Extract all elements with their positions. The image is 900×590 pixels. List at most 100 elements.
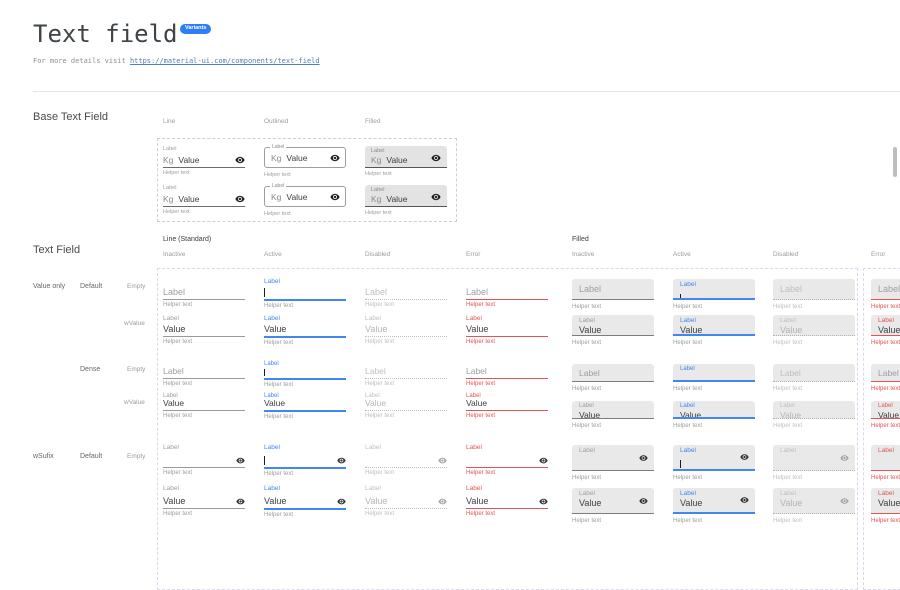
field-input[interactable] <box>264 453 346 467</box>
line-field-inactive[interactable]: Label Helper text <box>163 443 245 476</box>
field-input[interactable]: Value <box>163 324 186 334</box>
filled-field-inactive[interactable]: Label Value <box>572 488 654 514</box>
visibility-icon[interactable] <box>235 155 245 165</box>
line-field-disabled[interactable]: Label Helper text <box>365 276 447 308</box>
filled-field-error[interactable]: Label Value <box>871 401 900 419</box>
field-input[interactable]: Value <box>466 324 489 334</box>
line-field-disabled[interactable]: Label Value Helper text <box>365 484 447 517</box>
visibility-icon[interactable] <box>330 192 340 202</box>
filled-field-inactive[interactable]: Label <box>572 279 654 300</box>
visibility-icon[interactable] <box>337 456 346 465</box>
field-input[interactable]: Value <box>365 398 387 408</box>
field-input[interactable]: Label Kg Value <box>264 144 346 168</box>
field-input[interactable] <box>466 453 548 467</box>
line-field-inactive[interactable]: Label Helper text <box>163 276 245 308</box>
filled-field-disabled[interactable]: Label <box>773 364 855 382</box>
filled-field-disabled[interactable]: Label Value <box>773 401 855 419</box>
line-field-active[interactable]: Label Helper text <box>264 276 346 309</box>
filled-field-disabled[interactable]: Label Value <box>773 315 855 336</box>
visibility-icon[interactable] <box>639 453 648 462</box>
field-input[interactable] <box>163 453 245 467</box>
visibility-icon[interactable] <box>330 153 340 163</box>
line-field-error[interactable]: Label Helper text <box>466 443 548 476</box>
visibility-icon[interactable] <box>438 497 447 506</box>
line-field-disabled[interactable]: Label Value Helper text <box>365 392 447 419</box>
field-input[interactable]: Label <box>466 366 487 376</box>
field-input[interactable]: Value <box>466 494 548 508</box>
field-input[interactable] <box>264 287 346 299</box>
line-field-inactive[interactable]: Label Value Helper text <box>163 313 245 345</box>
field-input[interactable]: Value <box>163 398 185 408</box>
base-text-field-filled[interactable]: Label Kg Value Helper text <box>365 145 447 177</box>
filled-field-active[interactable]: Label <box>673 445 755 471</box>
field-input[interactable]: Value <box>264 494 346 508</box>
visibility-icon[interactable] <box>337 497 346 506</box>
field-input[interactable]: Label <box>163 287 186 297</box>
field-input[interactable]: Label <box>466 287 489 297</box>
filled-field-disabled[interactable]: Label <box>773 279 855 300</box>
filled-field-inactive[interactable]: Label Value <box>572 315 654 336</box>
filled-field-disabled[interactable]: Label <box>773 445 855 471</box>
field-input[interactable]: Value <box>365 494 447 508</box>
field-input[interactable]: Value <box>163 494 245 508</box>
line-field-active[interactable]: Label Helper text <box>264 360 346 388</box>
field-input[interactable] <box>365 453 447 467</box>
visibility-icon[interactable] <box>236 497 245 506</box>
line-field-inactive[interactable]: Label Value Helper text <box>163 484 245 517</box>
field-input[interactable]: Label <box>365 287 388 297</box>
field-input[interactable] <box>264 369 346 378</box>
visibility-icon[interactable] <box>235 194 245 204</box>
scrollbar-thumb[interactable] <box>893 147 897 177</box>
filled-field-error[interactable]: Label Value <box>871 315 900 336</box>
field-input[interactable]: Label <box>365 366 386 376</box>
line-field-disabled[interactable]: Label Value Helper text <box>365 313 447 345</box>
line-field-active[interactable]: Label Helper text <box>264 443 346 477</box>
line-field-active[interactable]: Label Value Helper text <box>264 313 346 346</box>
line-field-active[interactable]: Label Value Helper text <box>264 392 346 420</box>
base-text-field-line[interactable]: Label Kg Value Helper text <box>163 184 245 215</box>
field-input[interactable]: Label Kg Value <box>365 185 447 207</box>
visibility-icon[interactable] <box>740 496 749 505</box>
line-field-error[interactable]: Label Helper text <box>466 276 548 308</box>
field-input[interactable]: Label Kg Value <box>264 183 346 207</box>
visibility-icon[interactable] <box>840 453 849 462</box>
field-input[interactable]: Value <box>264 398 286 408</box>
base-text-field-outlined[interactable]: Label Kg Value Helper text <box>264 144 346 178</box>
filled-field-active[interactable]: Label Value <box>673 488 755 514</box>
line-field-error[interactable]: Label Value Helper text <box>466 392 548 419</box>
base-text-field-outlined[interactable]: Label Kg Value Helper text <box>264 183 346 217</box>
visibility-icon[interactable] <box>431 192 441 202</box>
field-input[interactable]: Label <box>163 366 184 376</box>
line-field-error[interactable]: Label Helper text <box>466 360 548 387</box>
filled-field-active[interactable]: Label <box>673 279 755 300</box>
line-field-inactive[interactable]: Label Value Helper text <box>163 392 245 419</box>
line-field-active[interactable]: Label Value Helper text <box>264 484 346 518</box>
field-input[interactable]: Label Kg Value <box>365 146 447 168</box>
field-input[interactable]: Kg Value <box>163 192 245 206</box>
visibility-icon[interactable] <box>438 456 447 465</box>
subtitle-link[interactable]: https://material-ui.com/components/text-… <box>129 57 320 65</box>
line-field-error[interactable]: Label Value Helper text <box>466 484 548 517</box>
visibility-icon[interactable] <box>740 453 749 462</box>
filled-field-active[interactable]: Label Value <box>673 401 755 419</box>
filled-field-disabled[interactable]: Label Value <box>773 488 855 514</box>
visibility-icon[interactable] <box>539 497 548 506</box>
filled-field-error[interactable]: Label <box>871 445 900 471</box>
field-input[interactable]: Value <box>264 324 287 334</box>
field-input[interactable]: Value <box>365 324 388 334</box>
base-text-field-filled[interactable]: Label Kg Value Helper text <box>365 184 447 216</box>
visibility-icon[interactable] <box>840 496 849 505</box>
line-field-disabled[interactable]: Label Helper text <box>365 443 447 476</box>
filled-field-active[interactable]: Label Value <box>673 315 755 336</box>
filled-field-error[interactable]: Label <box>871 279 900 300</box>
filled-field-inactive[interactable]: Label <box>572 364 654 382</box>
line-field-inactive[interactable]: Label Helper text <box>163 360 245 387</box>
line-field-error[interactable]: Label Value Helper text <box>466 313 548 345</box>
visibility-icon[interactable] <box>539 456 548 465</box>
visibility-icon[interactable] <box>639 496 648 505</box>
filled-field-error[interactable]: Label <box>871 364 900 382</box>
filled-field-inactive[interactable]: Label Value <box>572 401 654 419</box>
visibility-icon[interactable] <box>431 153 441 163</box>
field-input[interactable]: Value <box>466 398 488 408</box>
filled-field-active[interactable]: Label <box>673 364 755 382</box>
